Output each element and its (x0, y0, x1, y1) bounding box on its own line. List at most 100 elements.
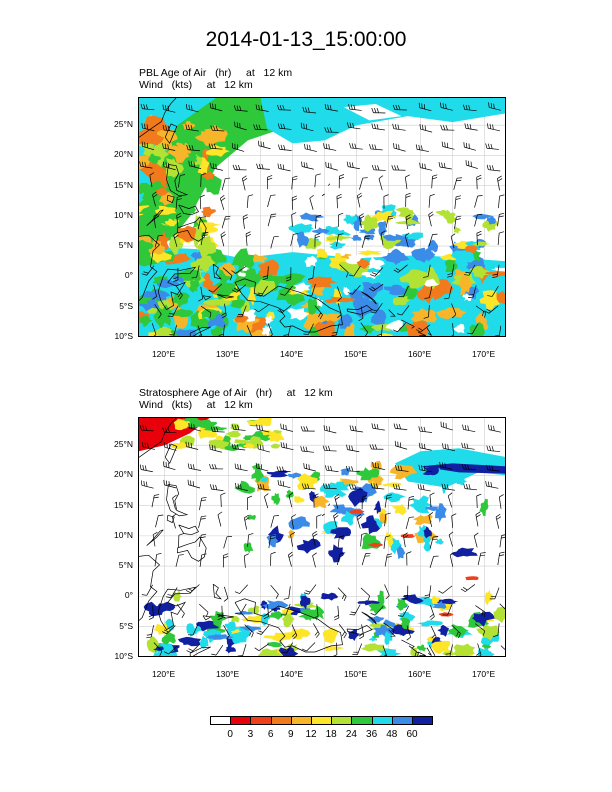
wind-barb (358, 216, 362, 229)
wind-barb-feather (357, 516, 362, 520)
wind-barb-feather (374, 165, 377, 171)
panel1-title-line1: PBL Age of Air (hr) at 12 km (139, 67, 293, 79)
wind-barb-feather (323, 143, 325, 149)
wind-barb-feather (193, 464, 195, 470)
wind-barb (257, 168, 270, 170)
wind-barb-feather (487, 143, 490, 149)
wind-barb-feather (467, 123, 469, 129)
panel1-title-line2: Wind (kts) at 12 km (139, 79, 253, 91)
wind-barb-feather (201, 515, 207, 517)
wind-barb (324, 429, 337, 434)
wind-barb-feather (349, 162, 351, 168)
pbl-tropical-patch (453, 226, 462, 234)
wind-barb-feather (499, 212, 505, 215)
strat-north-streak (224, 444, 238, 451)
strat-south-patch (399, 594, 424, 604)
wind-barb (406, 625, 411, 638)
wind-barb-feather (442, 125, 446, 131)
wind-barb-feather (464, 274, 470, 276)
wind-barb-feather (152, 531, 158, 535)
wind-barb (353, 265, 361, 277)
wind-barb (190, 643, 200, 653)
wind-barb (418, 488, 431, 492)
wind-barb-feather (429, 613, 434, 618)
wind-barb-feather (364, 332, 369, 336)
wind-barb-feather (209, 444, 211, 450)
wind-barb-feather (300, 446, 303, 452)
wind-barb-feather (349, 122, 352, 128)
wind-barb-feather (448, 655, 450, 656)
wind-barb-feather (201, 499, 207, 502)
wind-barb (442, 488, 455, 491)
wind-barb-feather (418, 102, 421, 108)
strat-south-patch (196, 620, 219, 632)
wind-barb (199, 603, 209, 613)
wind-barb (465, 584, 476, 592)
wind-barb-feather (256, 294, 262, 297)
wind-barb (142, 127, 155, 132)
wind-barb-feather (288, 551, 293, 556)
strat-south-patch (199, 635, 209, 649)
wind-barb (477, 553, 482, 566)
wind-barb (186, 108, 199, 113)
wind-barb-feather (444, 142, 446, 148)
wind-barb-feather (235, 482, 237, 488)
coastline-segment (177, 536, 207, 562)
lon-tick-label: 150°E (343, 669, 368, 679)
wind-barb-feather (447, 444, 449, 450)
wind-barb (152, 534, 156, 547)
wind-barb-feather (343, 596, 347, 602)
strat-age-map (139, 418, 505, 656)
colorbar-label: 60 (406, 729, 418, 740)
wind-barb-feather (428, 512, 434, 516)
wind-barb-feather (256, 424, 258, 430)
wind-barb (210, 448, 222, 453)
wind-barb-feather (283, 597, 289, 600)
wind-barb-feather (489, 123, 492, 129)
wind-barb (451, 624, 461, 634)
wind-barb (232, 147, 245, 152)
wind-barb-feather (242, 178, 248, 182)
wind-barb-feather (233, 105, 237, 111)
wind-barb (401, 305, 410, 316)
wind-barb-feather (188, 104, 190, 110)
wind-barb-feather (419, 124, 421, 130)
wind-barb (255, 128, 268, 131)
wind-barb-feather (422, 124, 424, 130)
wind-barb-feather (258, 163, 261, 169)
wind-barb (236, 487, 248, 491)
pbl-age-patch (147, 153, 162, 164)
pbl-age-patch (410, 308, 437, 323)
strat-mid-patch (413, 514, 433, 525)
wind-barb-feather (143, 271, 149, 274)
wind-barb-feather (358, 318, 364, 322)
wind-barb (278, 484, 291, 489)
wind-barb (278, 470, 291, 472)
wind-barb (463, 429, 476, 433)
wind-barb (270, 236, 275, 249)
wind-barb-feather (328, 426, 331, 432)
main-title: 2014-01-13_15:00:00 (205, 28, 407, 51)
strat-south-patch (477, 647, 495, 656)
wind-barb-feather (303, 123, 305, 129)
wind-barb (450, 236, 455, 249)
wind-barb (488, 305, 499, 314)
strat-south-patch (320, 592, 338, 601)
strat-north-streak (225, 430, 242, 438)
wind-barb (291, 624, 298, 636)
wind-barb-feather (282, 164, 285, 170)
wind-barb-feather (312, 533, 318, 537)
wind-barb (497, 553, 500, 566)
wind-barb-feather (292, 632, 297, 637)
wind-barb (373, 169, 386, 171)
wind-barb-feather (200, 536, 206, 539)
wind-barb (499, 535, 502, 548)
pbl-tropical-patch (358, 228, 376, 235)
wind-barb (242, 644, 247, 656)
wind-barb-feather (173, 276, 179, 280)
wind-barb-feather (332, 332, 338, 334)
wind-barb (497, 233, 500, 246)
strat-mid-patch (340, 468, 350, 476)
pbl-clear-area (364, 257, 385, 270)
coastline-segment (426, 327, 432, 336)
